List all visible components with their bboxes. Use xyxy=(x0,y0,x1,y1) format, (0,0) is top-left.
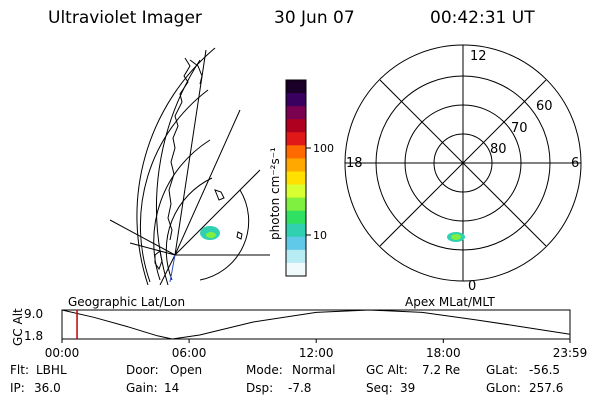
glon-key: GLon: xyxy=(486,381,521,395)
coastline xyxy=(167,57,191,241)
colorbar-frame xyxy=(285,79,307,277)
colorbar-segment xyxy=(286,119,306,133)
colorbar-segment xyxy=(286,171,306,186)
dsp-value: -7.8 xyxy=(288,381,312,395)
mlt-label-12: 12 xyxy=(470,49,487,64)
coastline xyxy=(214,189,225,201)
seq-key: Seq: xyxy=(366,381,393,395)
meridian xyxy=(129,242,176,256)
coastline xyxy=(236,231,243,240)
colorbar-segment xyxy=(286,106,306,120)
seq-value: 39 xyxy=(400,381,416,395)
gain-key: Gain: xyxy=(126,381,158,395)
altitude-plot-frame xyxy=(61,309,571,340)
colorbar-tick-label-100: 100 xyxy=(313,142,334,155)
polar-diagonal xyxy=(379,79,547,247)
colorbar-segment xyxy=(286,249,306,264)
altitude-ytick-1-8: 1.8 xyxy=(24,329,43,343)
geographic-panel-label: Geographic Lat/Lon xyxy=(68,295,185,309)
instrument-title: Ultraviolet Imager xyxy=(48,8,202,28)
apex-panel-label: Apex MLat/MLT xyxy=(405,295,495,309)
mlat-label-80: 80 xyxy=(490,142,507,157)
nadir-line xyxy=(169,254,176,283)
altitude-series-line xyxy=(61,309,571,340)
altitude-xtick-label: 18:00 xyxy=(426,346,461,360)
meridian xyxy=(174,169,261,256)
colorbar-tick-label-10: 10 xyxy=(313,229,327,242)
mlt-label-6: 6 xyxy=(571,156,579,171)
grid-arc xyxy=(136,47,216,285)
ip-value: 36.0 xyxy=(34,381,61,395)
colorbar-segment xyxy=(286,262,306,277)
grid-arc xyxy=(165,177,213,281)
coastline xyxy=(154,250,163,271)
aurora-spot-polar-core xyxy=(451,234,461,240)
mode-key: Mode: xyxy=(246,363,283,377)
colorbar-segment xyxy=(286,132,306,146)
polar-plot xyxy=(344,44,582,282)
meridian xyxy=(174,109,241,256)
colorbar-segment xyxy=(286,236,306,251)
flt-value: LBHL xyxy=(36,363,67,377)
colorbar-unit-label: photon cm⁻²s⁻¹ xyxy=(268,147,282,240)
gain-value: 14 xyxy=(164,381,180,395)
gc-alt-value: 7.2 Re xyxy=(422,363,461,377)
geographic-map xyxy=(110,47,270,285)
coastline xyxy=(189,59,203,85)
door-key: Door: xyxy=(126,363,159,377)
mlat-label-70: 70 xyxy=(511,121,528,136)
grid-arc xyxy=(199,189,250,281)
meridian xyxy=(174,49,207,256)
gc-alt-key: GC Alt: xyxy=(366,363,408,377)
time-label: 00:42:31 UT xyxy=(430,8,535,28)
altitude-ylabel: GC Alt xyxy=(11,308,25,346)
grid-arc xyxy=(139,89,209,283)
colorbar-segment xyxy=(286,197,306,212)
altitude-xtick-label: 06:00 xyxy=(172,346,207,360)
colorbar-segment xyxy=(286,223,306,238)
aurora-spot-core xyxy=(206,232,216,238)
colorbar-segment xyxy=(286,80,306,94)
mlat-label-60: 60 xyxy=(536,99,553,114)
date-label: 30 Jun 07 xyxy=(274,8,355,28)
colorbar-segment xyxy=(286,210,306,225)
altitude-xtick-label: 12:00 xyxy=(299,346,334,360)
altitude-chart: GC Alt 9.0 1.8 00:00 06:00 12:00 18:00 23:59 xyxy=(11,307,587,360)
colorbar: 100 10 photon cm⁻²s⁻¹ xyxy=(268,79,334,277)
glon-value: 257.6 xyxy=(529,381,564,395)
dsp-key: Dsp: xyxy=(246,381,274,395)
ip-key: IP: xyxy=(10,381,25,395)
flt-key: Flt: xyxy=(10,363,29,377)
glat-key: GLat: xyxy=(486,363,519,377)
mlt-label-0: 0 xyxy=(468,279,476,294)
mlt-label-18: 18 xyxy=(346,156,363,171)
mode-value: Normal xyxy=(292,363,336,377)
colorbar-segment xyxy=(286,93,306,107)
altitude-xtick-label: 23:59 xyxy=(553,346,588,360)
glat-value: -56.5 xyxy=(529,363,561,377)
altitude-ytick-9: 9.0 xyxy=(24,307,43,321)
altitude-xtick-label: 00:00 xyxy=(45,346,80,360)
meridian xyxy=(110,219,176,256)
colorbar-segment xyxy=(286,184,306,199)
meridian xyxy=(159,254,176,285)
colorbar-segment xyxy=(286,158,306,172)
door-value: Open xyxy=(170,363,203,377)
colorbar-segment xyxy=(286,145,306,159)
